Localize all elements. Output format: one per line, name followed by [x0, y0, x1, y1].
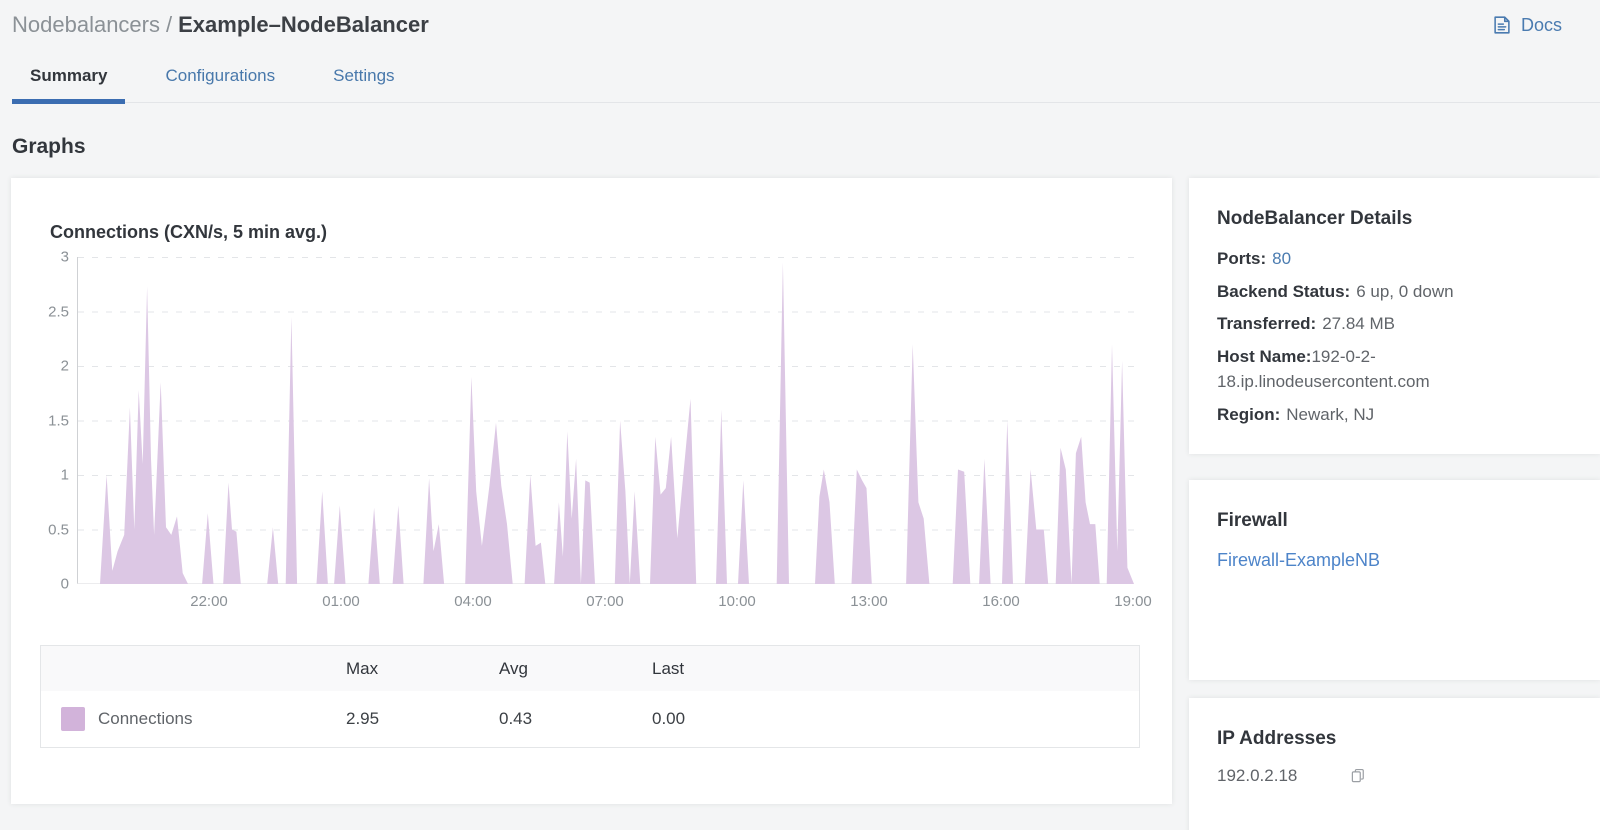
legend-series-label: Connections: [98, 709, 193, 728]
legend-header-max: Max: [346, 658, 379, 678]
firewall-card: Firewall Firewall-ExampleNB: [1189, 480, 1600, 680]
page-title: Example–NodeBalancer: [178, 12, 429, 37]
tab-summary[interactable]: Summary: [12, 54, 126, 104]
tab-summary-label: Summary: [30, 66, 108, 85]
ip-addresses-title: IP Addresses: [1217, 728, 1337, 749]
chart-title: Connections (CXN/s, 5 min avg.): [50, 222, 328, 242]
copy-ip-button[interactable]: [1349, 767, 1367, 785]
connections-chart-card: Connections (CXN/s, 5 min avg.) 0 0.5 1 1.5…: [11, 178, 1172, 804]
firewall-link[interactable]: Firewall-ExampleNB: [1217, 550, 1381, 570]
graphs-heading: Graphs: [12, 135, 86, 158]
legend-header-last: Last: [652, 658, 685, 678]
legend-header-row: Max Avg Last: [41, 646, 1139, 691]
copy-icon: [1349, 768, 1367, 788]
ip-address-value: 192.0.2.18: [1217, 766, 1298, 785]
detail-row-transferred: Transferred: 27.84 MB: [1217, 314, 1395, 333]
nodebalancer-details-card: NodeBalancer Details Ports: 80 Backend St…: [1189, 178, 1600, 454]
docs-label: Docs: [1520, 14, 1562, 35]
docs-icon: [1491, 14, 1513, 36]
detail-row-host-name: Host Name:192-0-2-18.ip.linodeuserconten…: [1217, 346, 1430, 392]
ip-address-row: 192.0.2.18: [1217, 766, 1572, 786]
active-tab-indicator: [12, 99, 126, 104]
tab-settings-label: Settings: [333, 66, 395, 85]
legend-avg-value: 0.43: [499, 709, 533, 728]
ip-addresses-card: IP Addresses 192.0.2.18: [1189, 698, 1600, 830]
detail-row-region: Region: Newark, NJ: [1217, 404, 1375, 424]
docs-link[interactable]: Docs: [1491, 14, 1562, 36]
chart-legend-table: Max Avg Last Connections 2.95 0.43 0.00: [40, 645, 1140, 748]
legend-header-avg: Avg: [499, 658, 528, 678]
summary-sidebar: NodeBalancer Details Ports: 80 Backend St…: [1189, 178, 1600, 830]
legend-last-value: 0.00: [652, 709, 686, 728]
chart-x-axis-labels: 22:00 01:00 04:00 07:00 10:00 13:00 16:00 19:00: [190, 593, 1152, 610]
ports-link[interactable]: 80: [1272, 249, 1292, 268]
connections-series-swatch: [61, 707, 85, 731]
chart-y-axis-labels: 0 0.5 1 1.5 2 2.5 3: [48, 248, 69, 593]
legend-max-value: 2.95: [346, 709, 380, 728]
legend-row-connections: Connections 2.95 0.43 0.00: [41, 691, 1139, 747]
tab-configurations[interactable]: Configurations: [147, 54, 293, 102]
firewall-title: Firewall: [1217, 510, 1288, 531]
content-area: Connections (CXN/s, 5 min avg.) 0 0.5 1 1.5…: [11, 178, 1600, 830]
breadcrumb-separator: /: [165, 12, 173, 37]
breadcrumb-nodebalancers-link[interactable]: Nodebalancers: [12, 12, 160, 37]
chart-plot-area: [77, 257, 1134, 584]
breadcrumb: Nodebalancers / Example–NodeBalancer: [12, 12, 429, 38]
details-title: NodeBalancer Details: [1217, 208, 1413, 229]
tab-bar: Summary Configurations Settings: [12, 54, 1600, 104]
top-bar: Nodebalancers / Example–NodeBalancer Docs: [0, 0, 1600, 38]
detail-row-ports: Ports: 80: [1217, 249, 1292, 268]
detail-row-backend-status: Backend Status: 6 up, 0 down: [1217, 281, 1454, 301]
tab-settings[interactable]: Settings: [315, 54, 412, 102]
connections-area-chart: 0 0.5 1 1.5 2 2.5 3: [11, 248, 1172, 593]
tab-configurations-label: Configurations: [165, 66, 276, 85]
